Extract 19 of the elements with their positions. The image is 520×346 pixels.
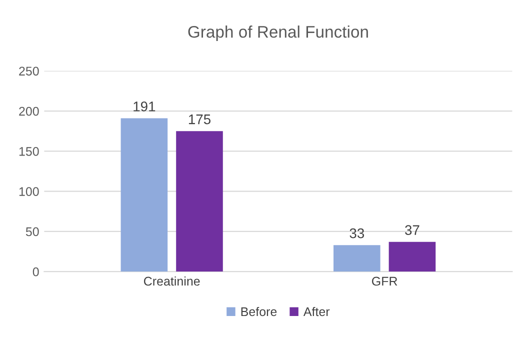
data-label: 175 [188,114,210,124]
data-label: 37 [405,225,420,235]
y-tick-label: 50 [26,227,39,236]
y-tick-label: 200 [19,106,39,116]
bar [120,118,168,272]
x-tick-label: Creatinine [144,276,200,286]
chart-title: Graph of Renal Function [188,26,368,42]
bar [176,131,223,272]
y-tick-label: 250 [19,66,39,76]
bar [334,245,380,272]
x-tick-label: GFR [372,276,398,286]
y-tick-label: 0 [32,267,39,276]
y-tick-label: 150 [19,147,39,156]
data-label: 191 [134,102,156,112]
legend-label: Before [241,306,277,316]
legend-label: After [303,306,330,316]
data-label: 33 [350,228,364,238]
bar [388,242,436,272]
y-tick-label: 100 [19,187,39,196]
